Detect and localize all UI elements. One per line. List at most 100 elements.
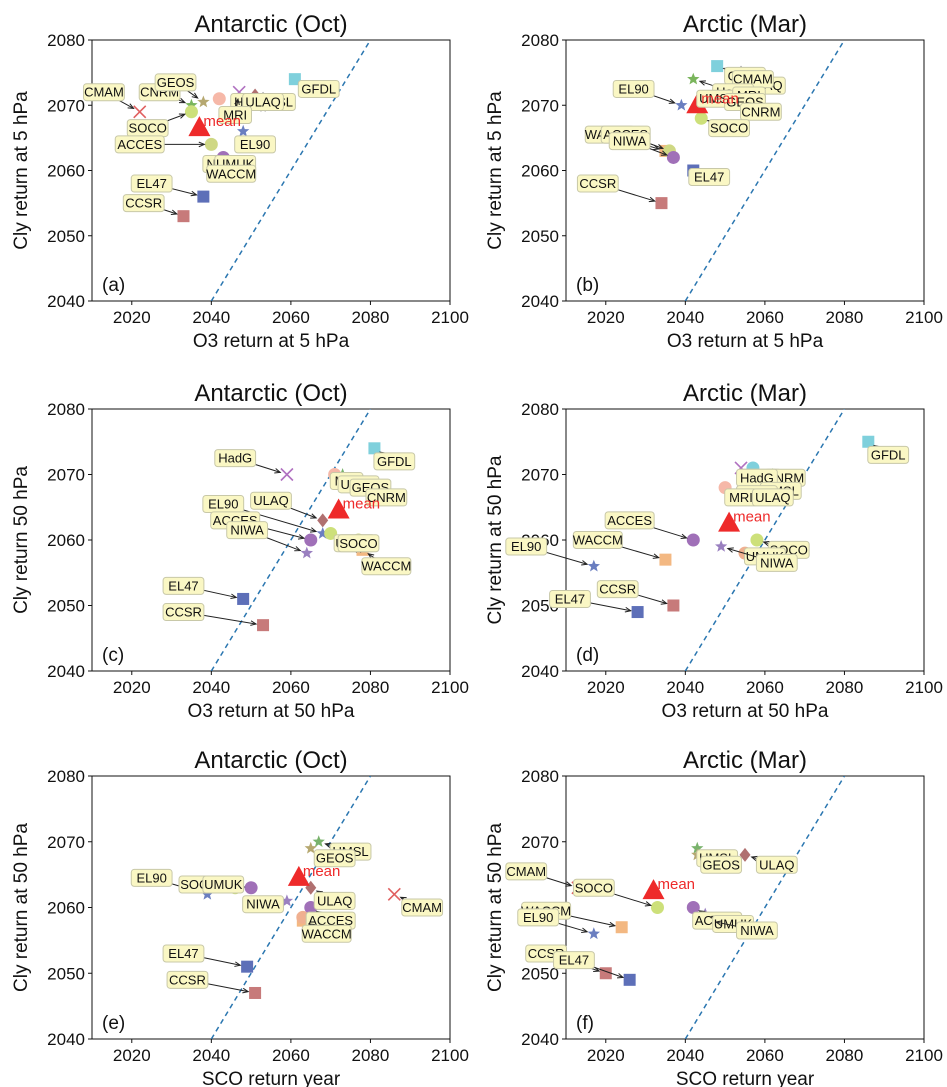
marker-waccm [615,921,628,934]
label-box [301,924,352,943]
mean-label: mean [343,496,381,513]
label-box [576,174,619,193]
model-label: EL90 [208,496,238,511]
model-label: SOCO [129,121,167,136]
x-tick-label: 2080 [352,678,390,697]
marker-cmam [133,105,147,119]
model-label: WACCM [302,926,352,941]
y-tick-label: 2060 [47,531,85,550]
y-axis-label: Cly return at 50 hPa [485,823,506,992]
x-tick-label: 2020 [587,678,625,697]
panel-title: Arctic (Mar) [683,747,807,774]
y-tick-label: 2050 [521,227,559,246]
label-arrowhead [714,920,723,926]
y-tick-label: 2060 [47,899,85,918]
label-arrowhead [624,606,632,613]
marker-el90 [201,887,214,900]
y-tick-label: 2080 [47,31,85,50]
panel-letter: (c) [102,645,124,666]
marker-unlabeled [212,92,226,106]
model-label: NIWA [230,523,264,538]
y-tick-label: 2040 [521,292,559,311]
model-label: EL47 [168,946,198,961]
label-box [122,194,165,213]
model-label: CMAM [733,72,773,87]
x-tick-label: 2040 [666,308,704,327]
model-label: EL47 [694,170,724,185]
x-tick-label: 2100 [905,308,943,327]
y-tick-label: 2070 [47,466,85,485]
marker-hadg [687,72,700,85]
label-box [218,106,252,125]
mean-marker [327,498,350,519]
model-label: CNRM [741,104,780,119]
x-tick-label: 2080 [826,678,864,697]
one-to-one-line [210,409,372,671]
one-to-one-line [684,409,846,671]
marker-ccsr [257,619,270,632]
model-label: SOCO [575,880,613,895]
panel-6: Arctic (Mar) 2020 2040 2060 2080 2100 2040 2050… [485,747,943,1087]
x-tick-label: 2040 [666,1046,704,1065]
mean-label: mean [303,863,341,880]
x-tick-label: 2060 [746,308,784,327]
label-layer: GFDLHadGMRIUMSLGEOSCNRMULAQEL90ACCESNIWA… [162,449,416,626]
label-layer: UMSLGEOSULAQCMAMSOCOWACCMEL90ACCESUMUKNI… [505,849,798,979]
label-box [162,603,205,622]
x-axis-label: O3 return at 5 hPa [667,331,824,352]
label-arrowhead [234,961,242,967]
marker-gfdl [288,73,301,86]
marker-el47 [631,606,644,619]
model-label: UMUK [204,877,243,892]
x-tick-label: 2080 [352,308,390,327]
label-box [572,878,615,897]
marker-acces [204,137,218,151]
label-box [505,862,548,881]
label-arrowhead [644,901,653,907]
model-label: HadG [218,451,252,466]
panel-letter: (a) [102,275,125,296]
y-tick-label: 2060 [47,162,85,181]
model-label: EL90 [523,910,553,925]
plot-frame [91,408,451,672]
marker-el90 [587,927,600,940]
marker-el90 [316,527,329,539]
label-box [226,521,269,540]
label-box [751,488,794,507]
y-tick-label: 2080 [47,400,85,419]
label-arrowhead [250,620,258,626]
model-label: CCSR [579,176,616,191]
label-box [736,921,778,940]
marker-ccsr [655,197,668,210]
marker-geos [304,841,317,854]
marker-acces [686,901,700,914]
model-label: GFDL [377,454,412,469]
y-tick-label: 2070 [47,96,85,115]
x-axis-label: O3 return at 50 hPa [188,701,355,722]
plot-frame [565,775,925,1040]
label-arrowhead [294,546,302,552]
marker-soco [694,111,708,125]
y-tick-label: 2070 [521,466,559,485]
x-tick-label: 2100 [905,1046,943,1065]
y-tick-label: 2050 [47,597,85,616]
mean-marker [718,511,741,532]
model-label: CMAM [506,864,546,879]
label-box [242,92,284,111]
label-layer: GFDLCMAMCNRMGEOSHadGUMSLULAQMRISOCOACCES… [83,73,340,215]
marker-ccsr [249,986,262,999]
label-arrowhead [617,973,625,979]
label-arrowhead [581,560,589,566]
label-box [162,944,205,963]
label-box [572,531,623,549]
x-tick-label: 2040 [666,678,704,697]
x-tick-label: 2060 [272,1046,310,1065]
label-box [114,135,165,154]
label-box [708,119,750,138]
label-box [130,174,173,193]
mean-marker [287,865,310,886]
model-label: WACCM [573,533,623,548]
panel-letter: (e) [102,1013,125,1034]
marker-cnrm [185,98,198,111]
panel-title: Arctic (Mar) [683,380,807,407]
